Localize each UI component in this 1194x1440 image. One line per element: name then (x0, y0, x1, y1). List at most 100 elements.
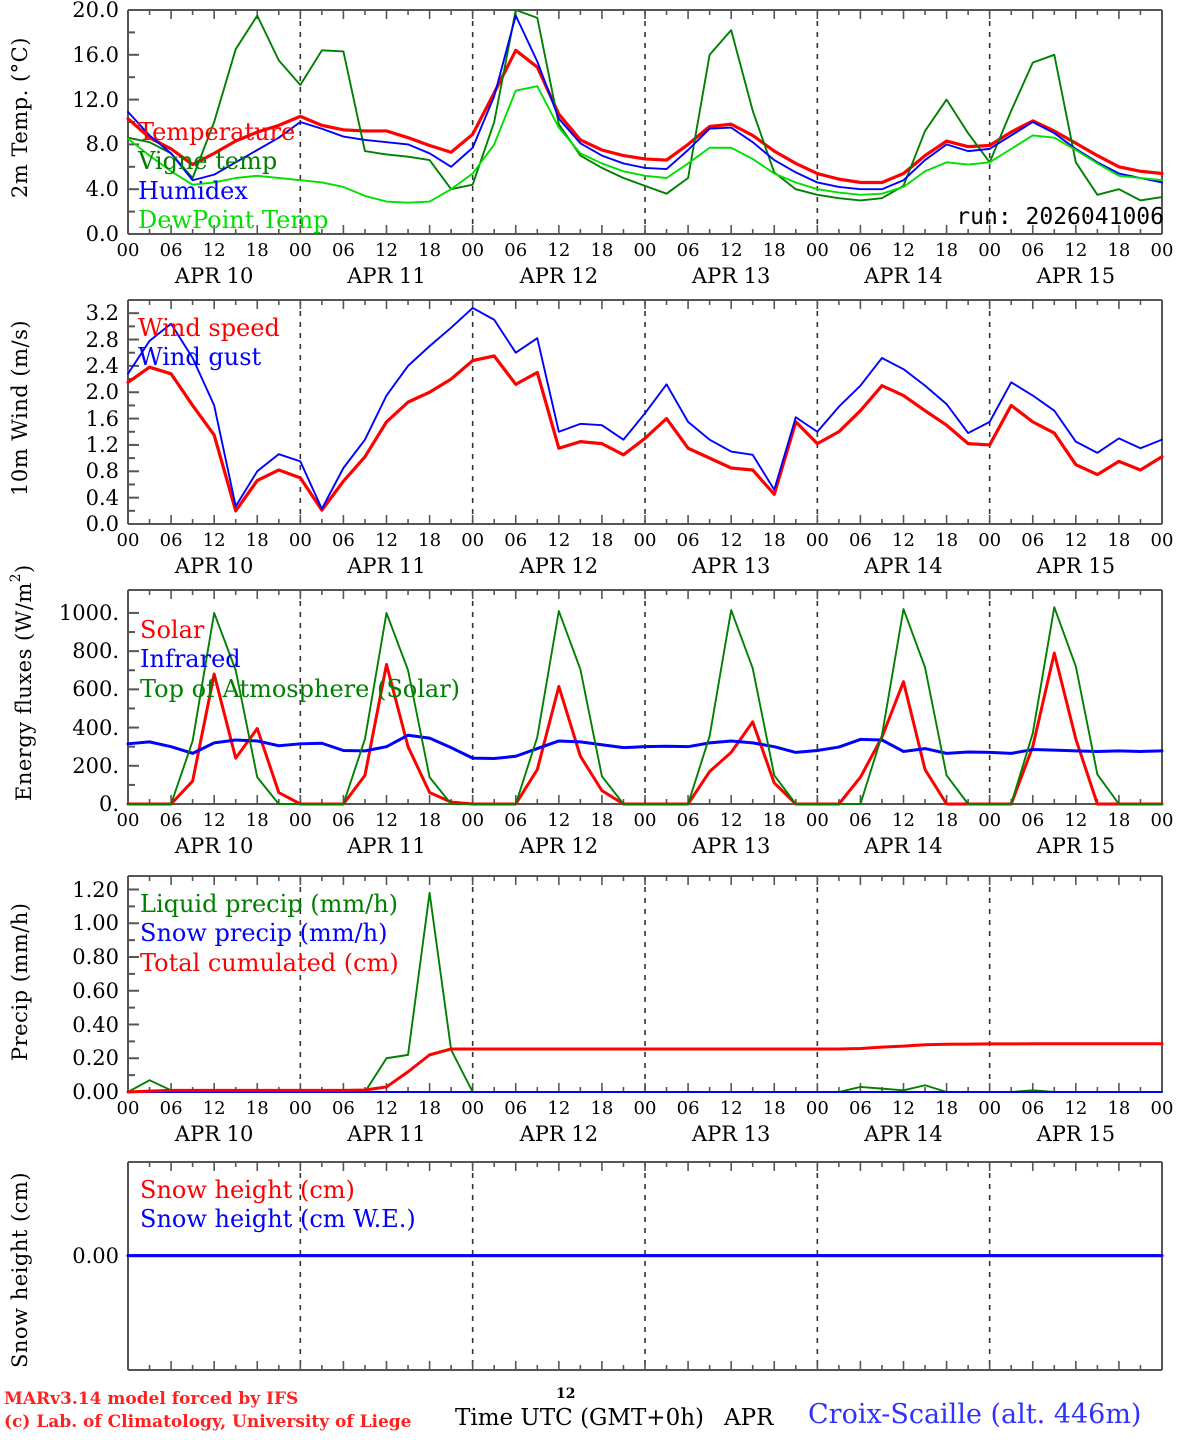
panel-snow-height: Snow height (cm) Snow height (cm) Snow h… (0, 1150, 1194, 1390)
xtick-precip-18: 12 (892, 1098, 915, 1119)
ytick-precip-3: 0.60 (72, 978, 119, 1003)
day-label-temperature-2: APR 12 (519, 264, 599, 288)
ytick-temperature-1: 4.0 (85, 177, 119, 202)
xtick-energy_fluxes-6: 12 (375, 810, 398, 831)
plot-area-temperature (126, 9, 1164, 235)
ytick-wind-4: 1.6 (85, 406, 119, 431)
xtick-temperature-21: 06 (1021, 240, 1045, 261)
xaxis-caption: Time UTC (GMT+0h) (455, 1405, 704, 1431)
chart-svg-snow_height (126, 1161, 1164, 1371)
xtick-precip-24: 00 (1150, 1098, 1174, 1119)
day-label-wind-5: APR 15 (1036, 554, 1116, 578)
ytick-energy_fluxes-2: 400. (72, 715, 119, 740)
xtick-temperature-22: 12 (1064, 240, 1088, 261)
xtick-wind-22: 12 (1064, 530, 1088, 551)
day-label-energy_fluxes-3: APR 13 (691, 834, 771, 858)
ytick-wind-0: 0.0 (85, 512, 119, 536)
axis-label-precip: Precip (mm/h) (8, 902, 32, 1061)
xtick-wind-4: 00 (288, 530, 312, 551)
xtick-temperature-16: 00 (805, 240, 829, 261)
xtick-precip-0: 00 (116, 1098, 140, 1119)
day-label-precip-0: APR 10 (174, 1122, 254, 1146)
ytick-wind-6: 2.4 (85, 353, 119, 378)
xtick-energy_fluxes-12: 00 (633, 810, 657, 831)
xtick-wind-13: 06 (676, 530, 700, 551)
chart-svg-energy_fluxes (126, 589, 1164, 806)
legend-item-snow-precip: Snow precip (mm/h) (140, 919, 388, 948)
xtick-precip-7: 18 (418, 1098, 442, 1119)
xtick-temperature-3: 18 (245, 240, 269, 261)
xtick-wind-2: 12 (202, 530, 226, 551)
xtick-temperature-23: 18 (1107, 240, 1131, 261)
xtick-temperature-14: 12 (719, 240, 743, 261)
xtick-precip-20: 00 (978, 1098, 1002, 1119)
xtick-energy_fluxes-5: 06 (331, 810, 355, 831)
ytick-energy_fluxes-4: 800. (72, 639, 119, 664)
day-label-temperature-0: APR 10 (174, 264, 254, 288)
xtick-energy_fluxes-24: 00 (1150, 810, 1174, 831)
xtick-precip-23: 18 (1107, 1098, 1131, 1119)
series-infrared (126, 733, 1164, 761)
model-credit: MARv3.14 model forced by IFS (c) Lab. of… (4, 1388, 412, 1434)
chart-svg-wind (126, 299, 1164, 525)
xtick-wind-24: 00 (1150, 530, 1174, 551)
day-label-precip-5: APR 15 (1036, 1122, 1116, 1146)
legend-wind: Wind speed Wind gust (138, 314, 280, 373)
xtick-wind-5: 06 (331, 530, 355, 551)
xtick-temperature-0: 00 (116, 240, 140, 261)
run-label: run: 2026041006 (956, 204, 1164, 230)
day-label-energy_fluxes-2: APR 12 (519, 834, 599, 858)
series-total-cumulated-cm (126, 1042, 1164, 1094)
xtick-temperature-8: 00 (461, 240, 485, 261)
ytick-temperature-0: 0.0 (85, 222, 119, 246)
xtick-precip-15: 18 (762, 1098, 786, 1119)
xtick-energy_fluxes-19: 18 (935, 810, 959, 831)
legend-temperature: Temperature Vigne temp Humidex DewPoint … (138, 118, 329, 235)
xtick-temperature-2: 12 (202, 240, 226, 261)
xtick-precip-4: 00 (288, 1098, 312, 1119)
legend-item-wind-gust: Wind gust (138, 343, 262, 372)
xtick-wind-17: 06 (848, 530, 872, 551)
ytick-temperature-2: 8.0 (85, 132, 119, 157)
xtick-precip-12: 00 (633, 1098, 657, 1119)
day-label-temperature-5: APR 15 (1036, 264, 1116, 288)
xtick-precip-9: 06 (504, 1098, 528, 1119)
day-label-wind-0: APR 10 (174, 554, 254, 578)
xtick-temperature-1: 06 (159, 240, 183, 261)
ytick-wind-5: 2.0 (85, 380, 119, 405)
ytick-precip-0: 0.00 (72, 1080, 119, 1104)
ytick-energy_fluxes-1: 200. (72, 753, 119, 778)
xtick-energy_fluxes-3: 18 (245, 810, 269, 831)
legend-item-total-cumulated: Total cumulated (cm) (140, 948, 399, 977)
day-label-wind-2: APR 12 (519, 554, 599, 578)
legend-item-infrared: Infrared (140, 645, 241, 674)
xtick-energy_fluxes-14: 12 (719, 810, 743, 831)
xtick-wind-10: 12 (547, 530, 571, 551)
legend-item-snow-height-we: Snow height (cm W.E.) (140, 1205, 416, 1234)
xtick-energy_fluxes-7: 18 (418, 810, 442, 831)
xtick-precip-8: 00 (461, 1098, 485, 1119)
xtick-energy_fluxes-2: 12 (202, 810, 226, 831)
xtick-wind-18: 12 (892, 530, 915, 551)
xtick-energy_fluxes-23: 18 (1107, 810, 1131, 831)
day-label-precip-2: APR 12 (519, 1122, 599, 1146)
legend-item-dewpoint-temp: DewPoint Temp (138, 205, 329, 234)
ytick-precip-2: 0.40 (72, 1012, 119, 1037)
xtick-temperature-4: 00 (288, 240, 312, 261)
ytick-precip-1: 0.20 (72, 1046, 119, 1071)
xtick-wind-3: 18 (245, 530, 269, 551)
series-temperature (126, 48, 1164, 185)
xtick-energy_fluxes-22: 12 (1064, 810, 1088, 831)
xtick-energy_fluxes-17: 06 (848, 810, 872, 831)
xtick-wind-14: 12 (719, 530, 743, 551)
ytick-energy_fluxes-3: 600. (72, 677, 119, 702)
series-wind-speed (126, 354, 1164, 513)
ytick-energy_fluxes-5: 1000. (58, 600, 119, 625)
day-label-precip-1: APR 11 (347, 1122, 426, 1146)
xtick-wind-21: 06 (1021, 530, 1045, 551)
axis-label-energy-text: Energy fluxes (W/m2) (8, 564, 36, 801)
xtick-precip-14: 12 (719, 1098, 743, 1119)
panel-precip: Precip (mm/h) Liquid precip (mm/h) Snow … (0, 860, 1194, 1150)
xtick-temperature-9: 06 (504, 240, 528, 261)
plot-area-snow-height (126, 1161, 1164, 1371)
